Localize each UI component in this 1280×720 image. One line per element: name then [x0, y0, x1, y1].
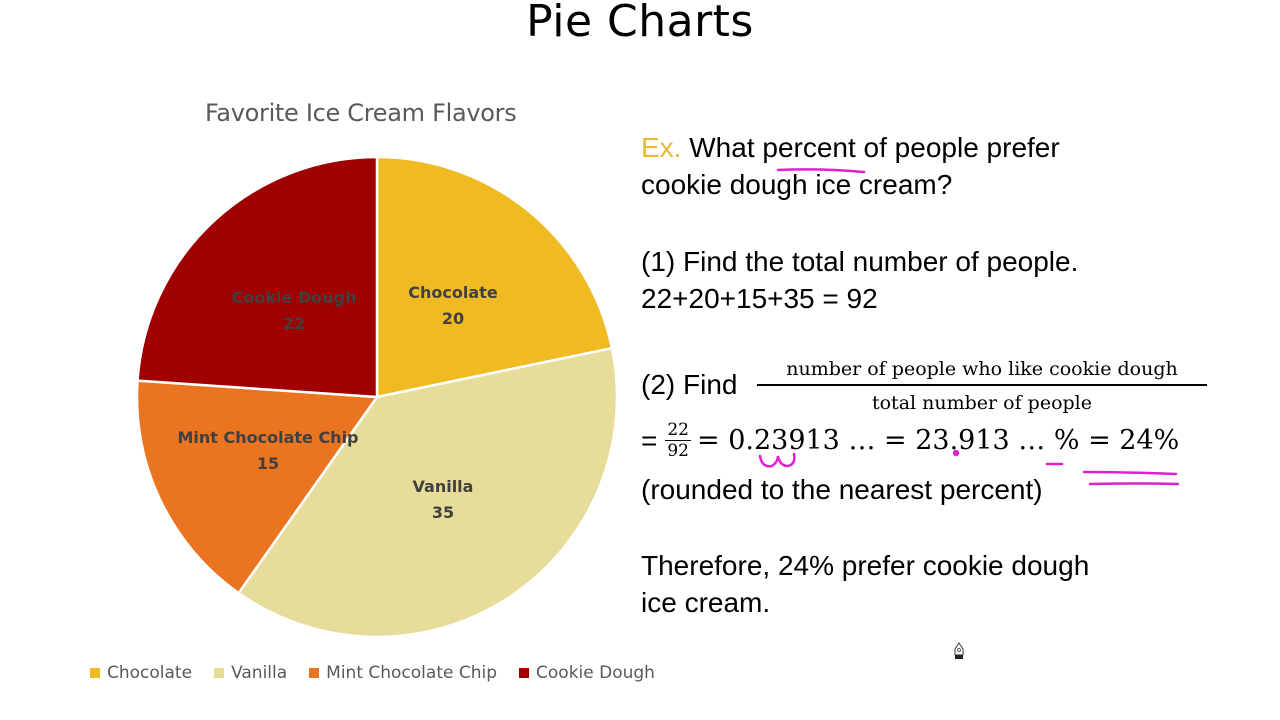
calc-fraction-denominator: 92 — [667, 441, 689, 461]
legend-label: Vanilla — [231, 663, 288, 683]
question-text: What percent of people prefer — [681, 132, 1060, 163]
calc-fraction-numerator: 22 — [665, 420, 691, 441]
calc-equals: = — [641, 424, 658, 456]
pen-cursor-icon — [954, 642, 964, 659]
example-label: Ex. — [641, 132, 682, 163]
pie-slice-cookie-dough — [136, 155, 379, 399]
legend-item-chocolate: Chocolate — [90, 663, 192, 683]
slice-label-value: 35 — [432, 503, 454, 522]
slice-label-name: Chocolate — [408, 283, 498, 302]
pie-slice-mint-chocolate-chip — [135, 379, 379, 595]
legend-swatch-icon — [519, 668, 530, 678]
legend-label: Chocolate — [107, 663, 193, 683]
slide-title: Pie Charts — [526, 0, 754, 47]
slice-label-name: Cookie Dough — [232, 288, 357, 307]
question-line-1: Ex. What percent of people prefer — [641, 132, 1060, 164]
step-2-label: (2) Find — [641, 369, 738, 400]
legend-item-cookie-dough: Cookie Dough — [519, 663, 655, 683]
legend-item-mint-chocolate-chip: Mint Chocolate Chip — [309, 663, 497, 683]
step-1-calc: 22+20+15+35 = 92 — [641, 283, 878, 314]
calc-fraction: 22 92 — [665, 420, 691, 461]
legend-swatch-icon — [90, 668, 100, 678]
fraction-denominator: total number of people — [871, 392, 1092, 414]
slice-label-value: 20 — [442, 309, 464, 328]
calc-result: = 0.23913 … = 23.913 … % = 24% — [697, 425, 1180, 456]
pie-slice-chocolate — [375, 155, 614, 399]
step-1-label: (1) Find the total number of people. — [641, 246, 1079, 277]
ratio-fraction: number of people who like cookie dough t… — [757, 358, 1207, 414]
legend-item-vanilla: Vanilla — [214, 663, 287, 683]
slice-label-name: Mint Chocolate Chip — [177, 428, 358, 447]
chart-legend: Chocolate Vanilla Mint Chocolate Chip Co… — [90, 663, 677, 683]
pie-slice-vanilla — [237, 346, 619, 639]
rounded-note: (rounded to the nearest percent) — [641, 474, 1043, 505]
conclusion-line-2: ice cream. — [641, 587, 771, 618]
legend-label: Cookie Dough — [536, 663, 655, 683]
calc-line: = 22 92 = 0.23913 … = 23.913 … % = 24% — [641, 420, 1179, 461]
slice-label-name: Vanilla — [413, 477, 474, 496]
question-line-2: cookie dough ice cream? — [641, 169, 953, 200]
slice-label-value: 22 — [283, 314, 305, 333]
fraction-numerator: number of people who like cookie dough — [757, 358, 1207, 386]
slice-label-value: 15 — [257, 454, 279, 473]
chart-title: Favorite Ice Cream Flavors — [205, 99, 517, 127]
legend-swatch-icon — [309, 668, 320, 678]
legend-label: Mint Chocolate Chip — [326, 663, 498, 683]
conclusion-line-1: Therefore, 24% prefer cookie dough — [641, 550, 1090, 581]
legend-swatch-icon — [214, 668, 225, 678]
